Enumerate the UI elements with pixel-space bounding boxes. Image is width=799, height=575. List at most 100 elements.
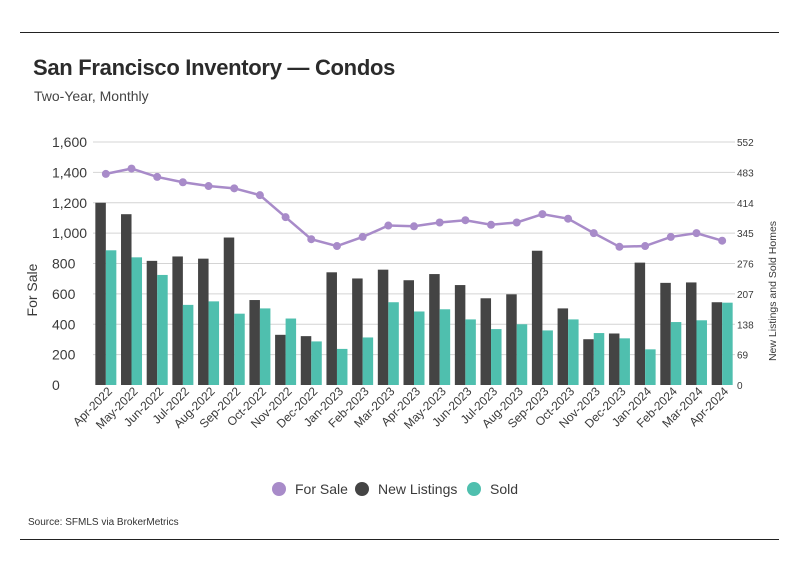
sold-bar	[696, 320, 707, 385]
legend-label: New Listings	[378, 481, 457, 497]
for-sale-point	[615, 242, 624, 251]
legend-swatch	[272, 482, 286, 496]
right-axis-title: New Listings and Sold Homes	[767, 221, 779, 361]
new-listings-bar	[583, 339, 594, 385]
sold-bar	[208, 301, 220, 385]
new-listings-bar	[429, 274, 440, 385]
sold-bar	[619, 338, 630, 385]
left-tick-label: 1,600	[52, 134, 87, 150]
left-axis-ticks: 1,600 1,400 1,200 1,000 800 600 400 200 0	[52, 134, 87, 393]
new-listings-bar	[352, 278, 363, 385]
sold-bar	[388, 302, 399, 385]
for-sale-point	[307, 235, 316, 244]
right-tick-label: 483	[737, 168, 754, 179]
sold-bar	[645, 349, 656, 385]
for-sale-point	[101, 169, 110, 178]
sold-bar	[131, 257, 143, 385]
right-tick-label: 138	[737, 320, 754, 331]
for-sale-point	[538, 210, 547, 219]
legend-label: Sold	[490, 481, 518, 497]
legend: For Sale New Listings Sold	[272, 481, 518, 497]
right-tick-label: 414	[737, 199, 754, 210]
sold-bar	[593, 333, 605, 385]
new-listings-bar	[377, 269, 389, 385]
new-listings-bar	[685, 282, 697, 385]
new-listings-bar	[172, 256, 183, 385]
for-sale-point	[564, 214, 573, 223]
for-sale-point	[692, 229, 701, 238]
sold-bar	[182, 304, 194, 385]
new-listings-bar	[249, 300, 260, 385]
new-listings-bar	[300, 336, 312, 385]
right-tick-label: 0	[737, 381, 743, 392]
sold-bar	[285, 318, 297, 385]
new-listings-bar	[608, 333, 620, 385]
sold-bar	[414, 311, 425, 385]
for-sale-point	[332, 242, 341, 251]
sold-bar	[516, 324, 528, 385]
right-tick-label: 276	[737, 260, 754, 271]
for-sale-point	[281, 213, 290, 222]
sold-bar	[336, 348, 348, 385]
left-tick-label: 1,400	[52, 164, 87, 180]
for-sale-point	[512, 218, 521, 227]
new-listings-bar	[275, 334, 286, 385]
new-listings-bar	[198, 258, 209, 385]
left-axis-title: For Sale	[24, 263, 40, 316]
legend-swatch	[467, 482, 481, 496]
for-sale-point	[435, 218, 444, 227]
for-sale-point	[461, 216, 470, 225]
bottom-rule	[20, 539, 779, 540]
legend-label: For Sale	[295, 481, 348, 497]
for-sale-point	[589, 229, 598, 238]
left-tick-label: 200	[52, 347, 76, 363]
for-sale-line	[105, 167, 723, 249]
for-sale-point	[718, 236, 727, 245]
for-sale-point	[641, 242, 650, 251]
new-listings-bar	[223, 237, 235, 385]
source-note: Source: SFMLS via BrokerMetrics	[28, 517, 179, 528]
top-rule	[20, 32, 779, 33]
new-listings-bar	[711, 302, 723, 385]
sold-bar	[105, 250, 117, 385]
right-axis-ticks: 552 483 414 345 276 207 138 69 0	[737, 138, 754, 392]
new-listings-bar	[326, 272, 337, 385]
sold-bar	[362, 337, 374, 385]
x-axis-ticks: Apr-2022May-2022Jun-2022Jul-2022Aug-2022…	[70, 384, 731, 432]
left-tick-label: 800	[52, 256, 76, 272]
sold-bar	[491, 329, 502, 385]
sold-bar	[542, 330, 553, 385]
left-tick-label: 600	[52, 286, 76, 302]
sold-bar	[259, 308, 271, 385]
sold-bar	[157, 274, 168, 385]
new-listings-bar	[557, 308, 569, 385]
left-tick-label: 1,200	[52, 195, 87, 211]
for-sale-point	[204, 182, 213, 191]
left-tick-label: 0	[52, 377, 60, 393]
right-tick-label: 345	[737, 229, 754, 240]
sold-bar	[568, 319, 579, 385]
for-sale-point	[230, 184, 239, 193]
new-listings-bar	[403, 280, 414, 385]
new-listings-bar	[95, 202, 106, 385]
new-listings-bar	[660, 282, 671, 385]
bar-series	[95, 202, 733, 385]
right-tick-label: 552	[737, 138, 754, 149]
left-tick-label: 1,000	[52, 225, 87, 241]
for-sale-point	[410, 222, 418, 231]
for-sale-point	[384, 221, 393, 230]
right-tick-label: 207	[737, 290, 754, 301]
for-sale-point	[255, 191, 264, 200]
new-listings-bar	[454, 285, 466, 385]
legend-swatch	[355, 482, 369, 496]
left-tick-label: 400	[52, 316, 76, 332]
for-sale-point	[666, 232, 675, 241]
sold-bar	[465, 319, 476, 385]
new-listings-bar	[531, 250, 543, 385]
new-listings-bar	[634, 262, 646, 385]
sold-bar	[234, 313, 245, 385]
for-sale-point	[178, 178, 187, 187]
new-listings-bar	[121, 214, 132, 385]
chart-title: San Francisco Inventory — Condos	[33, 55, 396, 80]
